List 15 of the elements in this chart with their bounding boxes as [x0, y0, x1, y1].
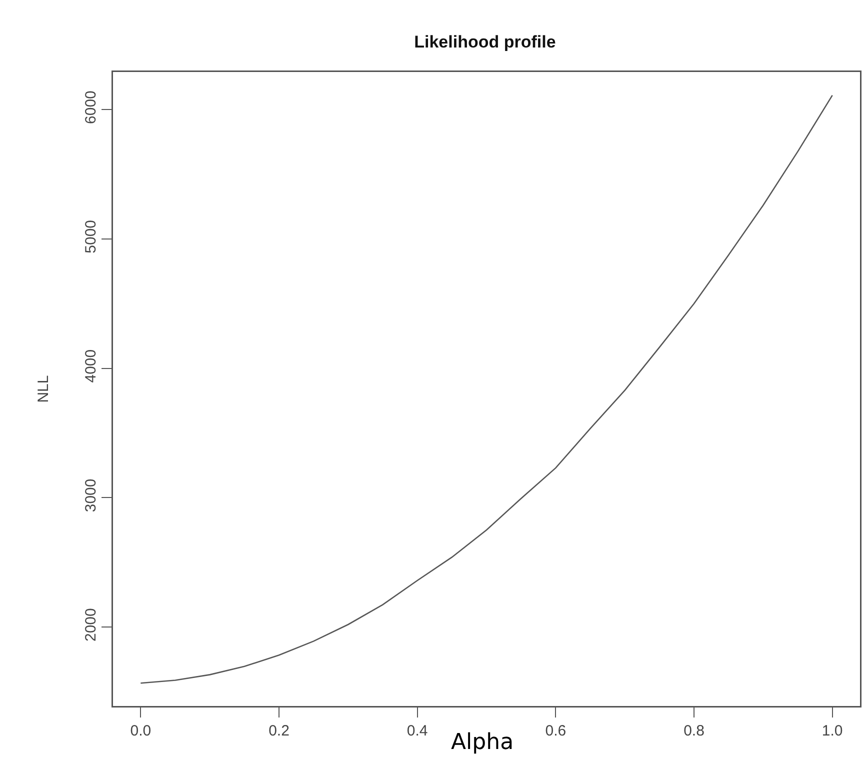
x-tick-label: 0.0: [130, 722, 152, 740]
x-axis-title: Alpha: [451, 730, 514, 755]
y-tick-label: 3000: [82, 478, 100, 512]
y-tick-label: 6000: [82, 90, 100, 124]
chart-title: Likelihood profile: [414, 32, 556, 52]
x-tick-label: 0.4: [406, 722, 428, 740]
y-axis-title: NLL: [35, 375, 52, 403]
x-tick-label: 0.8: [684, 722, 704, 740]
line-series: [140, 94, 833, 684]
x-tick-label: 0.2: [268, 722, 290, 740]
y-tick-label: 5000: [82, 220, 100, 254]
x-tick-label: 0.6: [545, 722, 566, 740]
y-tick-label: 2000: [82, 608, 100, 642]
y-tick-label: 4000: [82, 349, 100, 383]
x-tick-label: 1.0: [822, 722, 843, 740]
